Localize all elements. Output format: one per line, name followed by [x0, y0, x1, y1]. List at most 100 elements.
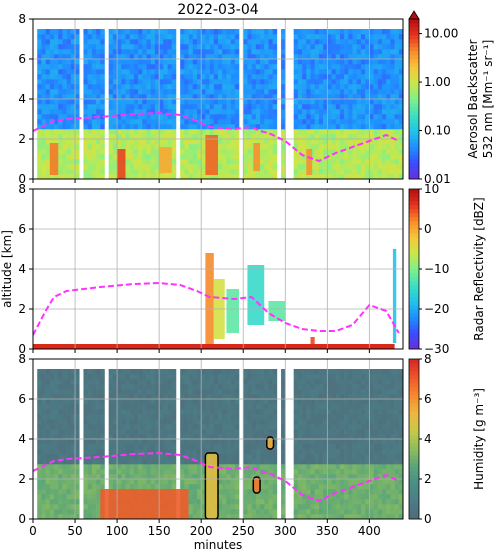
heatmap-cell: [129, 469, 135, 475]
heatmap-cell: [293, 144, 299, 150]
heatmap-cell: [62, 144, 67, 150]
heatmap-cell: [369, 154, 374, 160]
heatmap-cell: [180, 464, 185, 470]
heatmap-cell: [344, 389, 349, 395]
heatmap-cell: [218, 489, 223, 495]
heatmap-cell: [381, 424, 387, 430]
heatmap-cell: [226, 164, 231, 170]
heatmap-cell: [150, 484, 156, 490]
heatmap-cell: [37, 29, 42, 35]
heatmap-cell: [331, 74, 337, 80]
heatmap-cell: [58, 464, 63, 470]
heatmap-cell: [66, 494, 72, 500]
heatmap-cell: [62, 79, 67, 85]
heatmap-cell: [66, 484, 72, 490]
heatmap-cell: [180, 369, 185, 375]
heatmap-cell: [45, 514, 51, 519]
heatmap-cell: [323, 169, 328, 175]
heatmap-cell: [264, 119, 269, 125]
heatmap-cell: [167, 89, 173, 95]
heatmap-cell: [352, 459, 358, 465]
heatmap-cell: [243, 99, 248, 105]
heatmap-cell: [352, 104, 358, 110]
heatmap-cell: [386, 134, 391, 140]
heatmap-cell: [41, 79, 46, 85]
heatmap-cell: [348, 384, 353, 390]
heatmap-cell: [205, 79, 210, 85]
heatmap-cell: [125, 429, 131, 435]
heatmap-cell: [66, 104, 72, 110]
heatmap-cell: [251, 69, 257, 75]
heatmap-cell: [142, 399, 147, 405]
heatmap-cell: [373, 439, 379, 445]
heatmap-cell: [348, 164, 353, 170]
heatmap-cell: [192, 414, 198, 420]
heatmap-cell: [96, 464, 101, 470]
heatmap-cell: [129, 44, 135, 50]
heatmap-cell: [70, 449, 76, 455]
heatmap-cell: [125, 454, 131, 460]
heatmap-cell: [281, 99, 286, 105]
heatmap-cell: [146, 454, 152, 460]
heatmap-cell: [154, 454, 160, 460]
heatmap-cell: [62, 169, 67, 175]
heatmap-cell: [133, 74, 139, 80]
heatmap-cell: [264, 154, 269, 160]
heatmap-cell: [264, 464, 269, 470]
heatmap-cell: [251, 439, 257, 445]
heatmap-cell: [205, 419, 210, 425]
heatmap-cell: [230, 419, 236, 425]
heatmap-cell: [260, 79, 265, 85]
heatmap-cell: [369, 389, 374, 395]
heatmap-cell: [247, 384, 252, 390]
heatmap-cell: [226, 509, 231, 515]
heatmap-cell: [260, 404, 265, 410]
heatmap-cell: [268, 499, 273, 505]
heatmap-cell: [138, 129, 143, 135]
heatmap-cell: [281, 49, 286, 55]
heatmap-cell: [196, 154, 202, 160]
heatmap-cell: [377, 509, 383, 515]
heatmap-cell: [66, 54, 72, 60]
heatmap-cell: [49, 94, 55, 100]
heatmap-cell: [138, 119, 143, 125]
heatmap-cell: [281, 134, 286, 140]
heatmap-cell: [192, 59, 198, 65]
heatmap-cell: [167, 49, 173, 55]
heatmap-cell: [344, 84, 349, 90]
heatmap-cell: [335, 399, 341, 405]
heatmap-cell: [310, 84, 316, 90]
heatmap-cell: [310, 509, 316, 515]
heatmap-cell: [369, 474, 374, 480]
heatmap-cell: [171, 124, 177, 130]
heatmap-cell: [159, 129, 164, 135]
heatmap-cell: [377, 49, 383, 55]
heatmap-cell: [386, 64, 391, 70]
heatmap-cell: [209, 94, 215, 100]
heatmap-cell: [154, 429, 160, 435]
heatmap-cell: [255, 104, 261, 110]
heatmap-cell: [339, 154, 345, 160]
heatmap-cell: [344, 149, 349, 155]
heatmap-cell: [327, 144, 332, 150]
heatmap-cell: [344, 69, 349, 75]
heatmap-cell: [150, 29, 156, 35]
heatmap-cell: [302, 484, 307, 490]
heatmap-cell: [180, 424, 185, 430]
heatmap-cell: [377, 119, 383, 125]
heatmap-cell: [356, 124, 362, 130]
heatmap-cell: [167, 119, 173, 125]
heatmap-cell: [327, 89, 332, 95]
heatmap-cell: [129, 129, 135, 135]
heatmap-cell: [390, 114, 395, 120]
heatmap-cell: [146, 114, 152, 120]
heatmap-cell: [281, 414, 286, 420]
heatmap-cell: [281, 394, 286, 400]
heatmap-cell: [180, 444, 185, 450]
heatmap-cell: [167, 379, 173, 385]
heatmap-cell: [331, 404, 337, 410]
heatmap-cell: [226, 29, 231, 35]
heatmap-cell: [222, 479, 227, 485]
heatmap-cell: [58, 459, 63, 465]
heatmap-cell: [222, 434, 227, 440]
